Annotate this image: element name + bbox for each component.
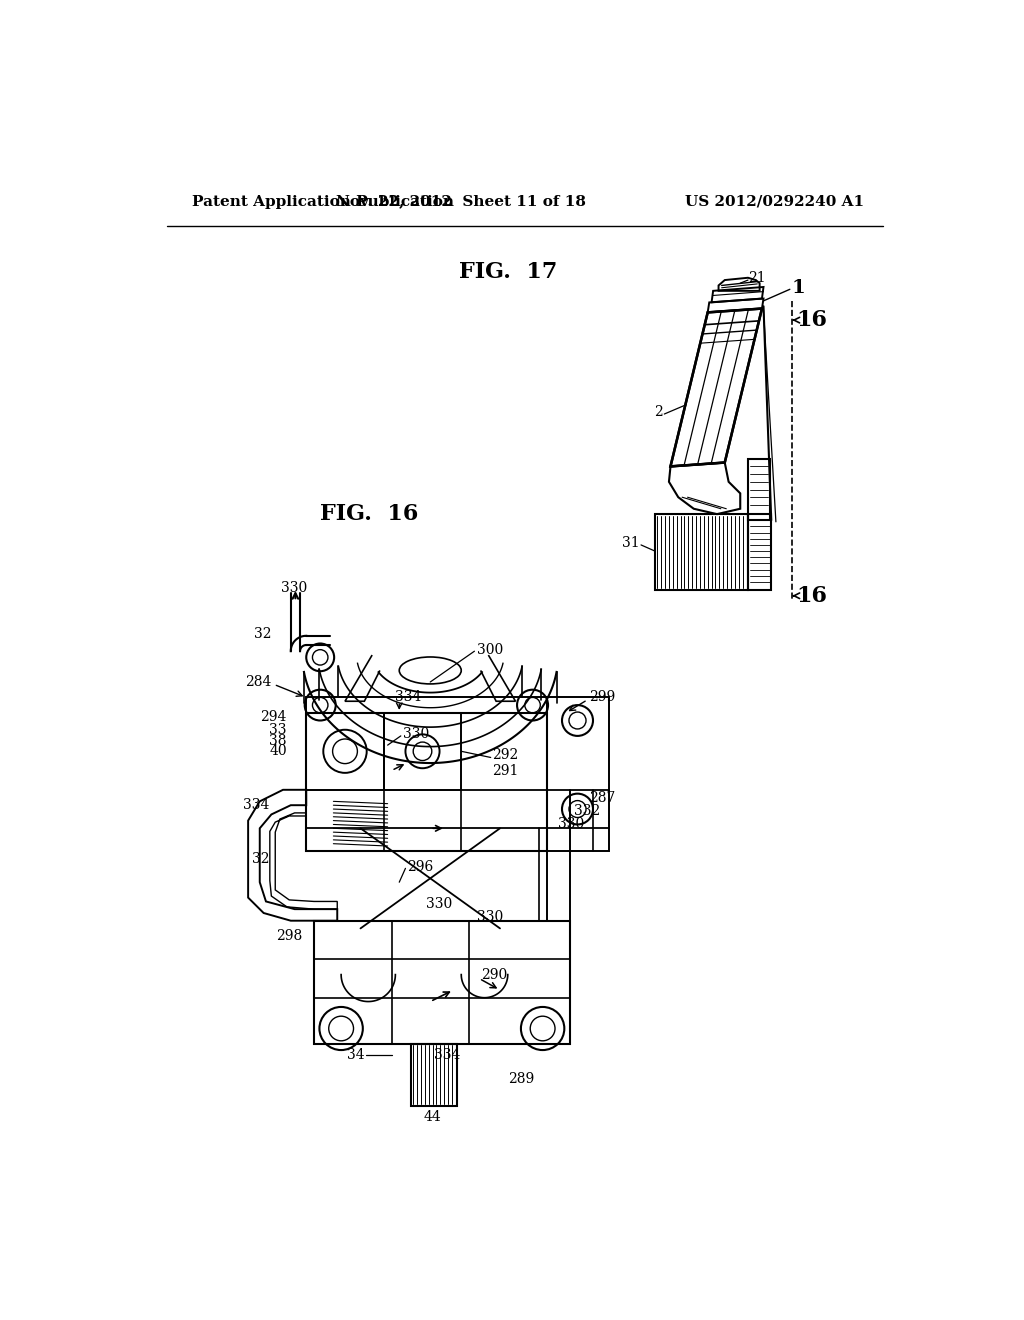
Bar	[547, 697, 608, 851]
Text: US 2012/0292240 A1: US 2012/0292240 A1	[685, 194, 864, 209]
Text: 31: 31	[622, 536, 640, 550]
Bar	[748, 459, 770, 520]
Text: 16: 16	[796, 309, 827, 331]
Polygon shape	[671, 309, 762, 466]
Bar	[306, 713, 547, 851]
Text: 16: 16	[796, 585, 827, 607]
Text: Nov. 22, 2012  Sheet 11 of 18: Nov. 22, 2012 Sheet 11 of 18	[336, 194, 587, 209]
Text: 332: 332	[573, 804, 600, 818]
Text: 1: 1	[792, 279, 805, 297]
Text: 32: 32	[252, 853, 270, 866]
Text: 294: 294	[260, 710, 287, 725]
Text: 296: 296	[407, 859, 433, 874]
Text: 34: 34	[347, 1048, 365, 1063]
Text: Patent Application Publication: Patent Application Publication	[191, 194, 454, 209]
Text: 284: 284	[245, 675, 271, 689]
Text: 2: 2	[654, 405, 663, 420]
Text: 291: 291	[493, 763, 518, 777]
Text: 290: 290	[480, 968, 507, 982]
Text: 32: 32	[254, 627, 271, 642]
Text: 21: 21	[748, 271, 766, 285]
Text: 287: 287	[589, 791, 615, 804]
Bar	[306, 713, 384, 789]
Text: 330: 330	[558, 817, 585, 832]
Text: 292: 292	[493, 748, 518, 762]
Text: 38: 38	[269, 734, 287, 747]
Text: 334: 334	[434, 1048, 461, 1063]
Text: 44: 44	[424, 1110, 441, 1125]
Text: FIG.  17: FIG. 17	[459, 261, 557, 284]
Text: 299: 299	[589, 690, 615, 705]
Text: FIG.  16: FIG. 16	[321, 503, 419, 525]
Text: 330: 330	[281, 581, 307, 595]
Text: 289: 289	[508, 1072, 534, 1085]
Text: 300: 300	[477, 643, 503, 656]
Bar	[655, 515, 748, 590]
Text: 33: 33	[269, 723, 287, 737]
Bar	[384, 713, 461, 789]
Bar	[411, 1044, 458, 1105]
Bar	[748, 515, 771, 590]
Text: 40: 40	[269, 744, 287, 758]
Text: 330: 330	[426, 896, 453, 911]
Text: 330: 330	[477, 909, 503, 924]
Text: 334: 334	[244, 799, 270, 812]
Text: 298: 298	[276, 929, 302, 942]
Text: 330: 330	[403, 727, 429, 742]
Text: 334: 334	[395, 690, 422, 705]
Bar	[314, 921, 569, 1044]
